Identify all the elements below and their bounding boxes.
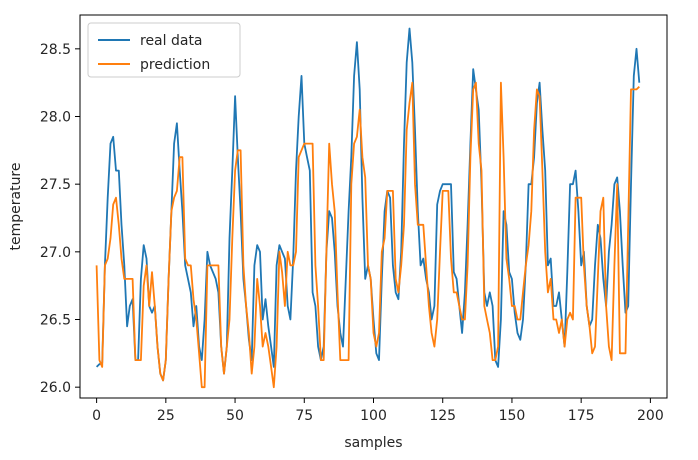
x-axis-label: samples bbox=[344, 435, 402, 451]
x-axis-ticks: 0 25 50 75 100 125 150 175 200 bbox=[92, 398, 664, 424]
y-tick-label: 27.5 bbox=[40, 177, 71, 193]
y-tick-label: 28.5 bbox=[40, 42, 71, 58]
y-axis-label: temperature bbox=[8, 163, 24, 251]
y-tick-label: 28.0 bbox=[40, 110, 71, 126]
x-tick-label: 150 bbox=[499, 408, 526, 424]
x-tick-label: 0 bbox=[92, 408, 101, 424]
x-tick-label: 75 bbox=[295, 408, 313, 424]
legend-label-prediction: prediction bbox=[140, 57, 210, 73]
series-layer bbox=[95, 27, 641, 389]
x-tick-label: 50 bbox=[226, 408, 244, 424]
y-tick-label: 27.0 bbox=[40, 245, 71, 261]
series-line-prediction bbox=[95, 81, 640, 389]
x-tick-label: 100 bbox=[360, 408, 387, 424]
x-tick-label: 125 bbox=[429, 408, 456, 424]
legend: real data prediction bbox=[87, 22, 241, 78]
y-tick-label: 26.0 bbox=[40, 380, 71, 396]
x-tick-label: 175 bbox=[568, 408, 595, 424]
y-axis-ticks: 26.0 26.5 27.0 27.5 28.0 28.5 bbox=[40, 42, 80, 396]
x-tick-label: 25 bbox=[157, 408, 175, 424]
x-tick-label: 200 bbox=[637, 408, 664, 424]
y-tick-label: 26.5 bbox=[40, 313, 71, 329]
legend-label-real-data: real data bbox=[140, 33, 203, 49]
